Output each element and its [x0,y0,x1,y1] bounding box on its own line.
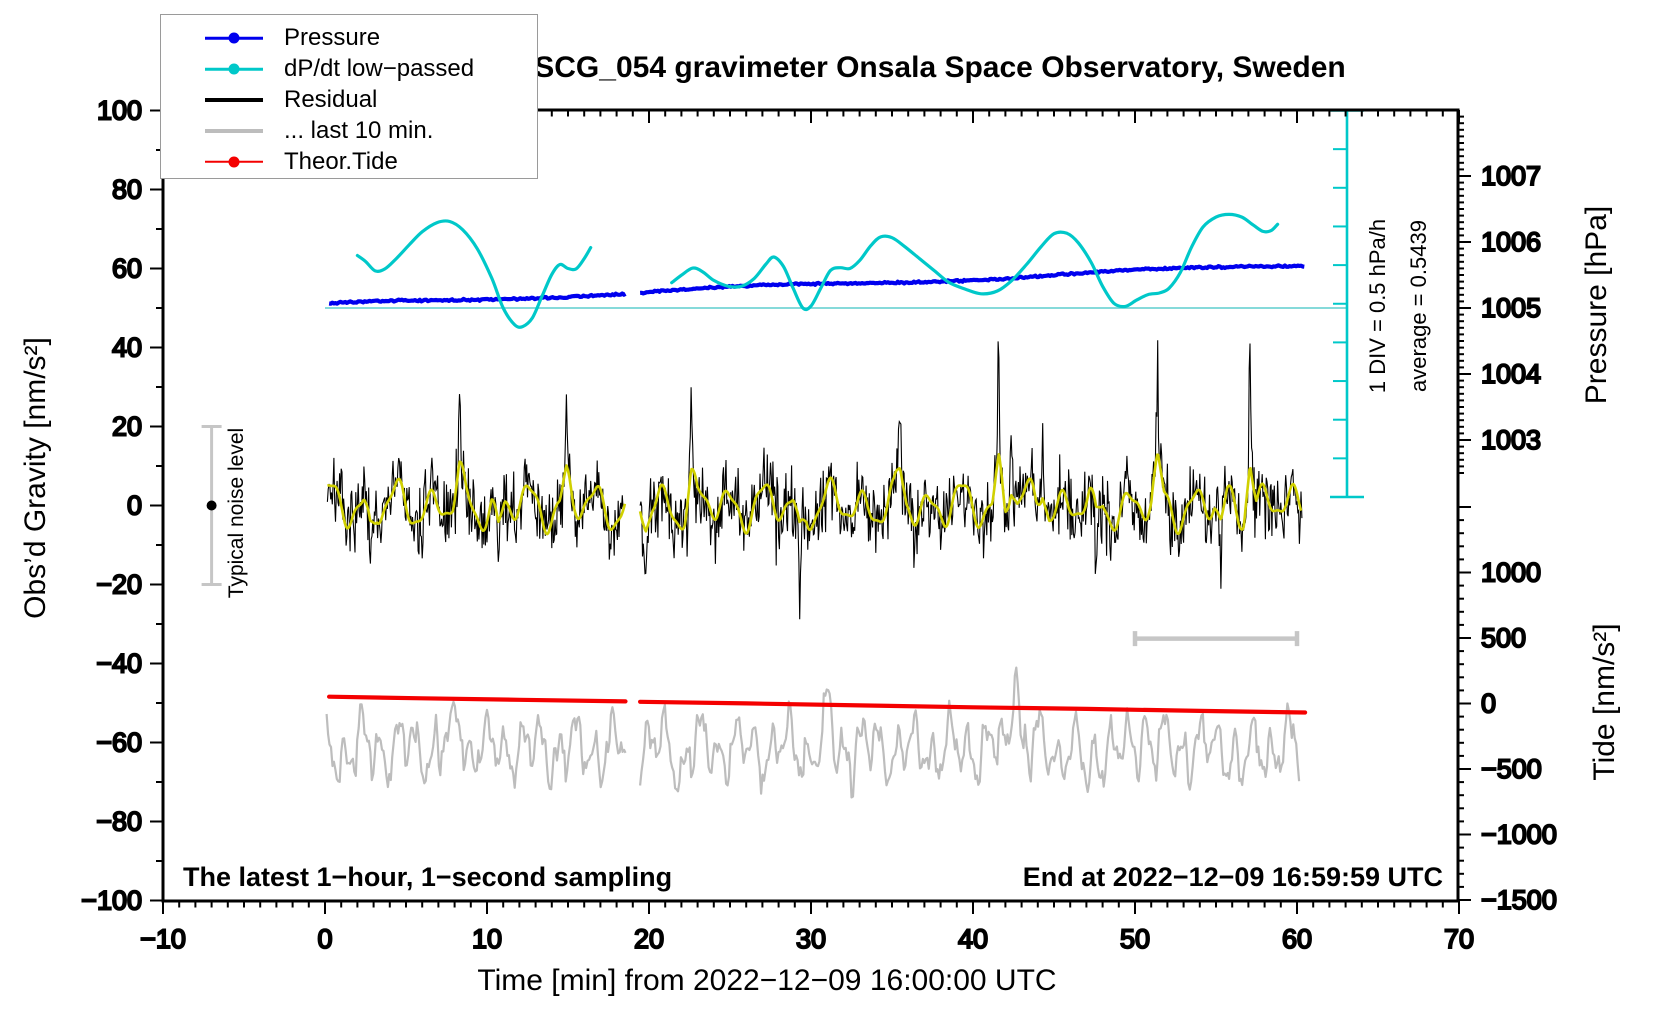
gravity-tick-label: 0 [127,491,142,521]
noise-level-label: Typical noise level [225,427,248,599]
legend-sample-line [205,154,263,170]
legend-item: Residual [205,85,537,116]
pressure-axis-title: Pressure [hPa] [1580,205,1613,405]
x-tick-label: −10 [140,924,186,954]
noise-center-dot [206,500,217,511]
pressure-tick-label: 1004 [1481,359,1541,389]
legend-item: ... last 10 min. [205,115,537,146]
x-tick-label: 40 [958,924,988,954]
tide-tick-label: −500 [1481,754,1542,784]
legend-sample-dot [228,32,240,44]
gravity-tick-label: 20 [112,412,142,442]
gravity-tick-label: −80 [96,807,142,837]
series-dpdt-lowpassed [355,219,593,329]
gravity-tick-label: −20 [96,570,142,600]
legend-sample-line [205,123,263,139]
series-pressure [639,263,1305,296]
div-scale-label: 1 DIV = 0.5 hPa/h [1365,218,1390,394]
div-scale-bar [1330,109,1364,499]
tide-tick-label: 500 [1481,623,1526,653]
legend-item-label: ... last 10 min. [284,116,434,144]
tide-tick-label: −1500 [1481,885,1557,915]
tide-tick-label: 1000 [1481,558,1541,588]
tide-axis-title: Tide [nm/s²] [1588,623,1621,781]
legend-sample-line [205,92,263,108]
series-theor-tide [327,694,628,704]
legend-sample-line [205,61,263,77]
x-tick-label: 10 [472,924,502,954]
gravity-tick-label: −60 [96,728,142,758]
end-time-note: End at 2022−12−09 16:59:59 UTC [1022,862,1443,892]
series-residual [639,340,1303,620]
gravity-tick-label: −40 [96,649,142,679]
pressure-tick-label: 1007 [1481,161,1541,191]
left-axis-title: Obs’d Gravity [nm/s²] [19,337,52,619]
x-axis-title: Time [min] from 2022−12−09 16:00:00 UTC [477,964,1057,997]
sampling-note: The latest 1−hour, 1−second sampling [183,862,673,892]
pressure-tick-label: 1006 [1481,227,1541,257]
series-residual-smoothed [638,453,1303,535]
legend-item: dP/dt low−passed [205,54,537,85]
tide-tick-label: 0 [1481,689,1496,719]
legend-sample-dot [228,156,240,168]
series-dpdt-lowpassed [670,212,1280,312]
series-pressure [328,291,627,306]
pressure-tick-label: 1003 [1481,425,1541,455]
last10min-interval-bar [1132,631,1300,647]
series-theor-tide [638,699,1308,715]
series-last10min [639,666,1301,799]
legend: Pressure dP/dt low−passed Residual ... last… [160,14,538,179]
gravity-tick-label: 40 [112,333,142,363]
legend-item: Pressure [205,23,537,54]
gravity-tick-label: −100 [81,886,142,916]
typical-noise-errorbar [201,425,222,586]
x-tick-label: 0 [317,924,332,954]
x-tick-label: 60 [1282,924,1312,954]
series-last10min [325,700,627,791]
legend-sample-line [205,30,263,46]
legend-item-label: Theor.Tide [284,147,398,175]
legend-item: Theor.Tide [205,146,537,177]
legend-item-label: Pressure [284,24,381,52]
tide-tick-label: −1000 [1481,820,1557,850]
x-tick-label: 30 [796,924,826,954]
data-layer [201,109,1364,799]
series-residual-smoothed [327,460,627,536]
x-tick-label: 50 [1120,924,1150,954]
gravity-tick-label: 60 [112,254,142,284]
gravity-tick-label: 80 [112,175,142,205]
legend-item-label: Residual [284,85,378,113]
x-tick-label: 70 [1444,924,1474,954]
series-residual [326,394,625,564]
gravity-tick-label: 100 [97,96,142,126]
page-title: SCG_054 gravimeter Onsala Space Observat… [534,51,1346,84]
legend-sample-dot [228,63,240,75]
x-tick-label: 20 [634,924,664,954]
pressure-tick-label: 1005 [1481,293,1541,323]
axes-layer: −10 0 10 20 30 40 50 60 70100806040200−20−40−60−… [80,95,1558,956]
average-label: average = 0.5439 [1406,220,1431,392]
legend-item-label: dP/dt low−passed [284,55,475,83]
